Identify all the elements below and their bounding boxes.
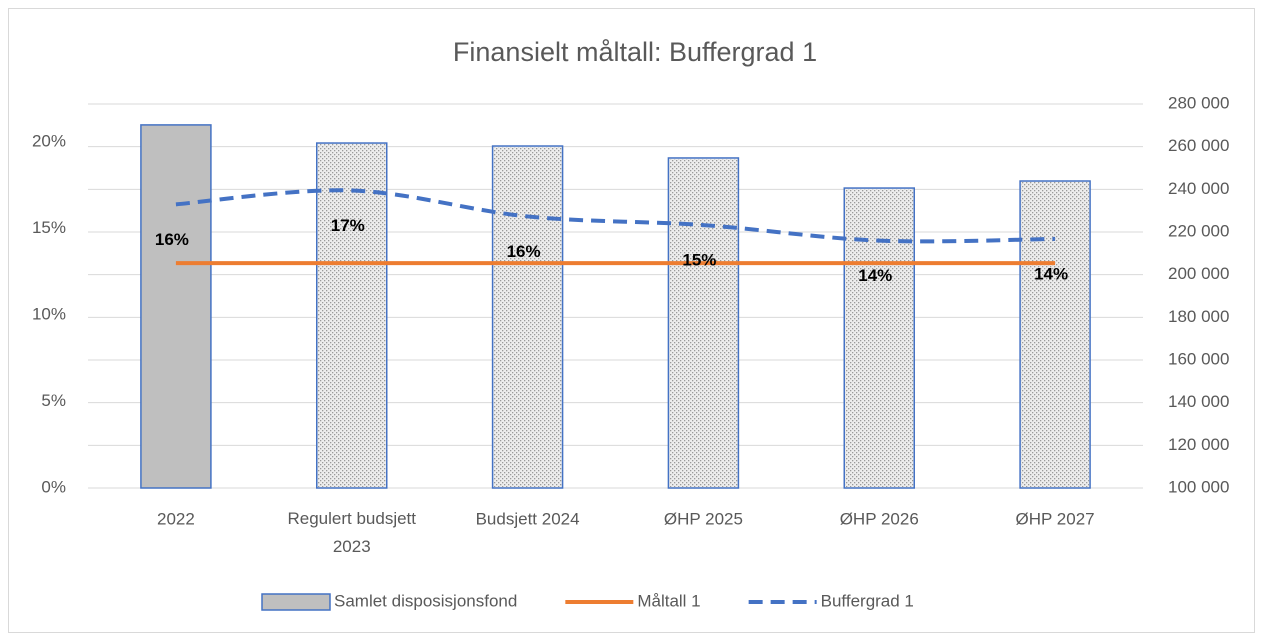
y2-tick-label: 220 000 (1168, 221, 1229, 240)
legend-label: Måltall 1 (637, 591, 700, 610)
data-label: 16% (155, 230, 189, 249)
y2-tick-label: 120 000 (1168, 435, 1229, 454)
x-tick-label: Budsjett 2024 (476, 509, 580, 528)
data-label: 15% (682, 251, 716, 270)
chart-title: Finansielt måltall: Buffergrad 1 (453, 37, 817, 67)
legend-label: Samlet disposisjonsfond (334, 591, 517, 610)
y2-tick-label: 200 000 (1168, 264, 1229, 283)
data-label: 14% (1034, 264, 1068, 283)
bar (140, 124, 212, 489)
y-tick-label: 10% (32, 305, 66, 324)
y-tick-label: 0% (41, 477, 66, 496)
line (175, 188, 1056, 244)
legend-swatch (261, 593, 331, 611)
y2-tick-label: 180 000 (1168, 307, 1229, 326)
bar-texture (845, 189, 914, 487)
bar-texture (317, 144, 386, 488)
bar-texture (1021, 182, 1090, 487)
bar-texture (493, 147, 562, 487)
y-tick-label: 15% (32, 218, 66, 237)
x-tick-label: ØHP 2027 (1016, 509, 1095, 528)
y2-tick-label: 100 000 (1168, 477, 1229, 496)
y2-tick-label: 160 000 (1168, 349, 1229, 368)
data-label: 14% (858, 266, 892, 285)
data-label: 16% (507, 242, 541, 261)
x-tick-label: ØHP 2026 (840, 509, 919, 528)
x-tick-label: 2022 (157, 509, 195, 528)
legend-label: Buffergrad 1 (821, 591, 914, 610)
x-tick-label: Regulert budsjett 2023 (287, 509, 416, 556)
y2-tick-label: 140 000 (1168, 392, 1229, 411)
y2-tick-label: 260 000 (1168, 136, 1229, 155)
data-label: 17% (331, 216, 365, 235)
y2-tick-label: 280 000 (1168, 93, 1229, 112)
y2-tick-label: 240 000 (1168, 179, 1229, 198)
y-tick-label: 20% (32, 132, 66, 151)
bar-texture (669, 158, 738, 487)
y-tick-label: 5% (41, 391, 66, 410)
x-tick-label: ØHP 2025 (664, 509, 743, 528)
